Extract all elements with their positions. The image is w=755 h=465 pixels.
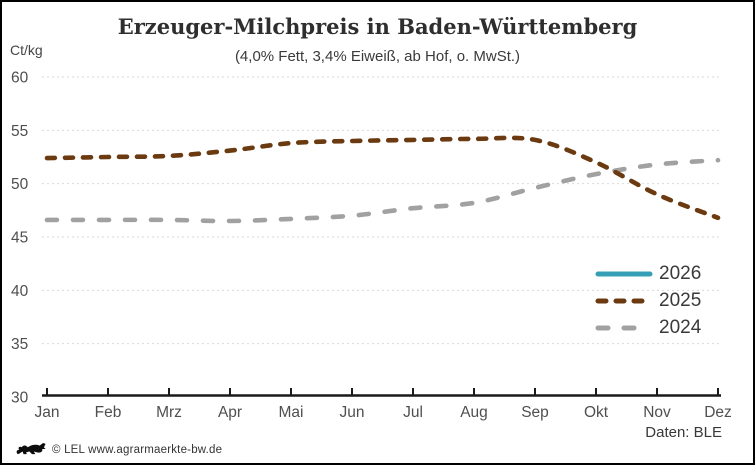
y-tick-label: 30 xyxy=(11,390,29,407)
x-tick-label: Jun xyxy=(340,404,365,421)
lel-lion-logo-icon xyxy=(16,443,46,455)
y-tick-label: 45 xyxy=(11,230,28,247)
x-tick-label: Mrz xyxy=(156,404,182,421)
legend-item-2026: 2026 xyxy=(594,260,701,287)
legend-label: 2026 xyxy=(659,263,702,284)
legend-item-2025: 2025 xyxy=(594,287,701,314)
copyright-credit: © LEL www.agrarmaerkte-bw.de xyxy=(52,444,223,456)
legend-label: 2024 xyxy=(659,317,702,338)
legend-item-2024: 2024 xyxy=(594,314,701,341)
x-tick-label: Nov xyxy=(643,404,671,421)
x-tick-label: Sep xyxy=(521,404,549,421)
chart-legend: 2026 2025 2024 xyxy=(594,260,701,341)
x-tick-label: Dez xyxy=(704,404,732,421)
x-tick-label: Feb xyxy=(95,404,122,421)
y-tick-label: 40 xyxy=(11,283,29,300)
legend-swatch-2025 xyxy=(595,298,653,303)
x-tick-label: Jul xyxy=(403,404,423,421)
series-line-2025 xyxy=(44,135,721,221)
series-line-2024 xyxy=(44,157,721,224)
legend-swatch-2024 xyxy=(595,325,653,330)
y-axis-unit-label: Ct/kg xyxy=(10,42,43,58)
x-tick-label: Jan xyxy=(35,404,60,421)
legend-swatch-2026 xyxy=(595,271,653,276)
x-tick-label: Okt xyxy=(584,404,609,421)
y-tick-label: 55 xyxy=(11,123,28,140)
legend-label: 2025 xyxy=(659,290,702,311)
chart-subtitle: (4,0% Fett, 3,4% Eiweiß, ab Hof, o. MwSt… xyxy=(234,48,521,65)
y-tick-label: 60 xyxy=(11,70,29,87)
chart-title: Erzeuger-Milchpreis in Baden-Württemberg xyxy=(117,14,638,39)
x-tick-label: Apr xyxy=(218,404,242,421)
x-tick-label: Aug xyxy=(460,404,488,421)
y-tick-label: 50 xyxy=(11,176,29,193)
x-tick-label: Mai xyxy=(279,404,304,421)
data-source-note: Daten: BLE xyxy=(645,424,722,441)
y-tick-label: 35 xyxy=(11,336,28,353)
